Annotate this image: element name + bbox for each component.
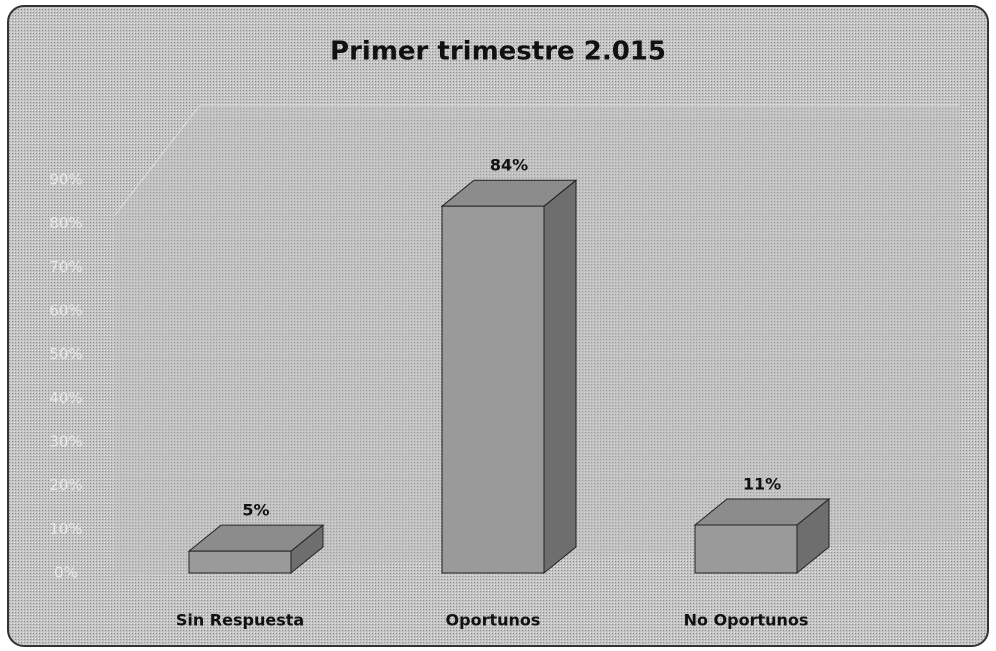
y-tick-label: 70% <box>49 258 82 276</box>
y-tick-label: 10% <box>49 520 82 538</box>
bar-side <box>543 179 577 575</box>
chart-title: Primer trimestre 2.015 <box>330 37 666 67</box>
y-tick-label: 90% <box>49 171 82 189</box>
x-tick-label: Sin Respuesta <box>176 611 304 630</box>
y-tick-label: 50% <box>49 345 82 363</box>
bar <box>188 550 292 574</box>
x-tick-label: No Oportunos <box>684 611 809 630</box>
y-tick-label: 0% <box>54 564 78 582</box>
bar <box>441 205 545 574</box>
y-tick-label: 80% <box>49 214 82 232</box>
y-tick-label: 30% <box>49 433 82 451</box>
y-tick-label: 40% <box>49 389 82 407</box>
y-tick-label: 20% <box>49 476 82 494</box>
value-label: 5% <box>242 501 269 520</box>
bar <box>694 524 798 574</box>
y-tick-label: 60% <box>49 302 82 320</box>
x-tick-label: Oportunos <box>446 611 541 630</box>
value-label: 84% <box>490 156 528 175</box>
value-label: 11% <box>743 474 781 493</box>
wall-edge <box>114 104 201 216</box>
